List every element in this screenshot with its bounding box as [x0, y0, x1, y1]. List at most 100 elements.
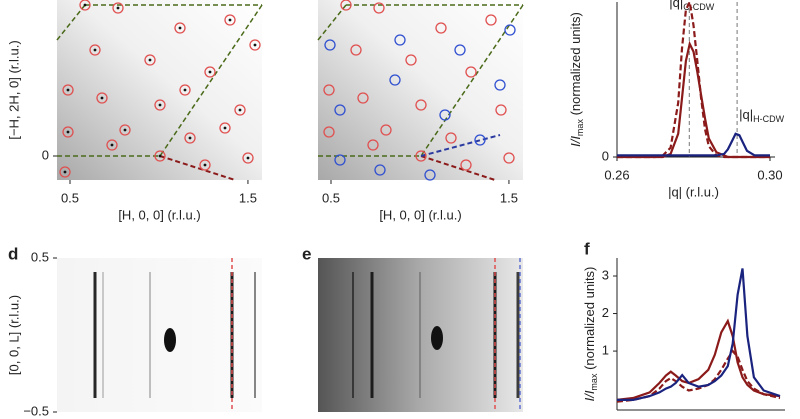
x-tick-label: 1.5: [500, 190, 518, 205]
peak: [246, 156, 250, 160]
zone-edge: [159, 4, 263, 157]
annotation: |q|C-CDW: [669, 0, 714, 12]
peak: [116, 6, 120, 10]
streak: [516, 272, 520, 398]
panel: d 0.5 −0.5 [0, 0, L] (r.l.u.): [6, 244, 262, 418]
y-tick-label: 2: [602, 305, 609, 320]
y-axis-label: I/Imax (normalized units): [582, 267, 599, 402]
peak-marker: [174, 22, 186, 34]
peak-marker: [79, 0, 91, 11]
y-label-rest: (normalized units): [568, 12, 583, 119]
peak: [93, 48, 97, 52]
panel: 0.5 1.5 0 [H, 0, 0] (r.l.u.) [−H, 2H, 0] (r.…: [6, 0, 263, 222]
image-bg: [57, 0, 262, 180]
peak-marker: [445, 132, 457, 144]
cut-line: [420, 155, 496, 181]
peak: [100, 96, 104, 100]
peak: [158, 103, 162, 107]
streak: [102, 272, 104, 398]
y-axis-label: [0, 0, L] (r.l.u.): [6, 295, 21, 375]
series-line: [616, 318, 781, 401]
peak-marker: [424, 169, 436, 181]
peak-marker: [234, 104, 246, 116]
peak-marker: [504, 24, 516, 36]
y-tick-label: 0: [602, 148, 609, 163]
peak-marker: [435, 22, 447, 34]
y-label-sub: max: [575, 119, 585, 137]
peak-marker: [334, 104, 346, 116]
peak-marker: [494, 79, 506, 91]
x-tick-label: 0.26: [604, 167, 629, 182]
peak-marker: [415, 99, 427, 111]
peak-marker: [324, 39, 336, 51]
x-tick-label: 0.30: [757, 167, 782, 182]
peak-marker: [59, 166, 71, 178]
peak-marker: [380, 124, 392, 136]
peak-marker: [389, 74, 401, 86]
peak-marker: [62, 84, 74, 96]
peak: [178, 26, 182, 30]
peak-marker: [62, 126, 74, 138]
cut-line: [159, 155, 236, 181]
streak: [93, 272, 97, 398]
series-line: [617, 40, 770, 159]
peak-marker: [224, 14, 236, 26]
peak-marker: [474, 134, 486, 146]
peak-marker: [495, 104, 507, 116]
x-tick-label: 0.5: [61, 190, 79, 205]
annotation-sub: C-CDW: [683, 2, 714, 12]
series-line: [617, 268, 781, 401]
peak-marker: [367, 139, 379, 151]
y-tick-label: 1: [602, 343, 609, 358]
peak: [66, 130, 70, 134]
center-blob: [431, 326, 443, 350]
zone-edge: [420, 4, 524, 157]
panel: 0.26 0.30 0 |q| (r.l.u.) I/Imax (normalized …: [568, 0, 785, 199]
panel-label: e: [302, 244, 311, 263]
peak-marker: [323, 84, 335, 96]
peak-marker: [154, 150, 166, 162]
streak: [149, 272, 151, 398]
peak-marker: [144, 54, 156, 66]
peak-marker: [89, 44, 101, 56]
y-axis-label: I/Imax (normalized units): [568, 12, 585, 147]
peak-marker: [394, 34, 406, 46]
peak-marker: [184, 132, 196, 144]
x-tick-label: 0.5: [322, 190, 340, 205]
peak-marker: [334, 154, 346, 166]
peak-marker: [199, 159, 211, 171]
peak: [66, 88, 70, 92]
streak: [419, 272, 421, 398]
peak-marker: [119, 124, 131, 136]
panel-label: f: [584, 239, 590, 258]
peak: [223, 126, 227, 130]
streak: [352, 272, 354, 398]
peak: [208, 70, 212, 74]
peak-marker: [503, 152, 515, 164]
peak: [188, 136, 192, 140]
peak: [228, 18, 232, 22]
peak-marker: [415, 150, 427, 162]
peak: [63, 170, 67, 174]
y-tick-label: 0: [42, 147, 49, 162]
peak-marker: [219, 122, 231, 134]
annotation-sub: H-CDW: [753, 114, 784, 124]
streak: [370, 272, 374, 398]
center-blob: [164, 328, 176, 352]
peak: [158, 154, 162, 158]
peak-marker: [96, 92, 108, 104]
peak-marker: [112, 2, 124, 14]
panel: e: [302, 244, 523, 412]
panel-label: d: [8, 244, 18, 263]
y-axis-label: [−H, 2H, 0] (r.l.u.): [6, 40, 21, 139]
peak: [148, 58, 152, 62]
y-tick-label: −0.5: [23, 403, 49, 418]
peak-marker: [357, 92, 369, 104]
peak-marker: [405, 54, 417, 66]
panel: 0.5 1.5 [H, 0, 0] (r.l.u.): [317, 0, 524, 222]
peak-marker: [374, 164, 386, 176]
x-tick-label: 1.5: [239, 190, 257, 205]
peak: [110, 143, 114, 147]
